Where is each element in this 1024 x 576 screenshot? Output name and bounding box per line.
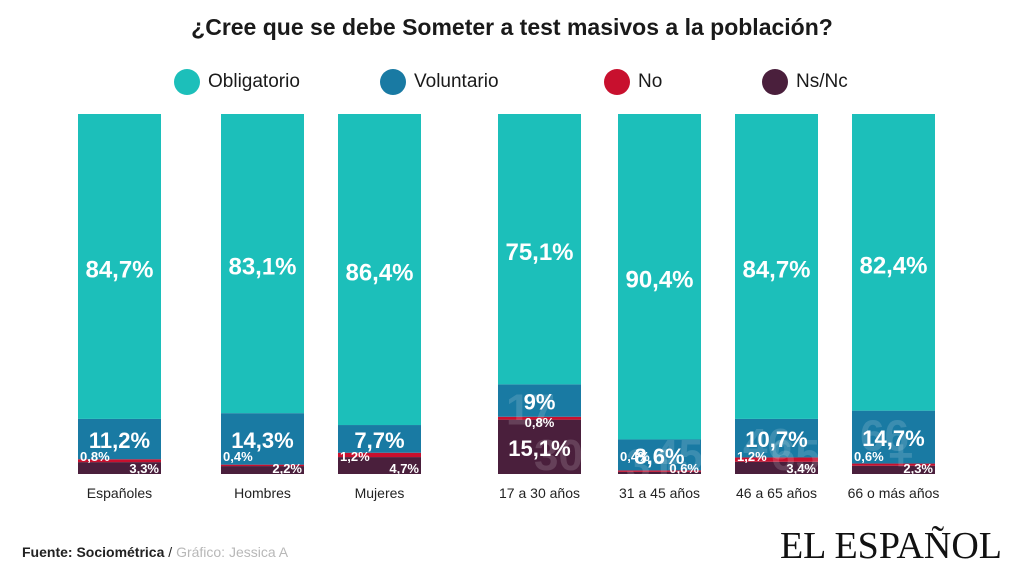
- bar-segment-nsnc-0: [78, 462, 161, 474]
- legend-swatch-nsnc: [762, 69, 788, 95]
- watermark-text: 46: [743, 420, 792, 469]
- legend-swatch-no: [604, 69, 630, 95]
- bar-segment-voluntario-1: [221, 413, 304, 465]
- data-label-nsnc: 0,6%: [669, 461, 699, 476]
- data-label-voluntario: 7,7%: [354, 428, 404, 453]
- bar-segment-nsnc-2: [338, 457, 421, 474]
- watermark-text: 65: [771, 431, 820, 480]
- bar-segment-no-5: [735, 457, 818, 462]
- bar-segment-nsnc-6: [852, 465, 935, 474]
- data-label-obligatorio: 84,7%: [85, 256, 153, 283]
- data-label-obligatorio: 86,4%: [345, 260, 413, 287]
- bar-segment-voluntario-3: [498, 384, 581, 417]
- bar-segment-voluntario-5: [735, 418, 818, 458]
- bar-segment-nsnc-5: [735, 461, 818, 474]
- bar-segment-obligatorio-5: [735, 114, 818, 419]
- data-label-no: 1,2%: [340, 449, 370, 464]
- data-label-obligatorio: 83,1%: [228, 254, 296, 281]
- data-label-nsnc: 2,3%: [903, 461, 933, 476]
- chart-title: ¿Cree que se debe Someter a test masivos…: [191, 14, 833, 40]
- category-label: 17 a 30 años: [499, 485, 580, 501]
- data-label-no: 0,4%: [620, 449, 650, 464]
- bar-segment-nsnc-3: [498, 419, 581, 474]
- watermark-text: 45: [654, 431, 703, 480]
- bar-segment-nsnc-4: [618, 471, 701, 474]
- legend-item-nsnc: Ns/Nc: [762, 69, 848, 95]
- watermark-text: +: [888, 431, 914, 480]
- legend-item-voluntario: Voluntario: [380, 69, 499, 95]
- watermark-text: 17: [506, 385, 555, 434]
- bar-segment-voluntario-6: [852, 410, 935, 464]
- legend-label: Ns/Nc: [796, 71, 848, 92]
- legend-item-obligatorio: Obligatorio: [174, 69, 300, 95]
- data-label-obligatorio: 75,1%: [505, 239, 573, 266]
- watermark-text: 30: [534, 431, 583, 480]
- legend-swatch-voluntario: [380, 69, 406, 95]
- legend-label: No: [638, 71, 663, 92]
- bar-segment-no-6: [852, 463, 935, 466]
- data-label-nsnc: 3,3%: [129, 461, 159, 476]
- separator: /: [168, 544, 173, 560]
- legend: Obligatorio Voluntario No Ns/Nc: [0, 0, 1024, 95]
- bar-segment-no-1: [221, 464, 304, 467]
- data-label-voluntario: 14,3%: [231, 428, 293, 453]
- bar-segment-no-0: [78, 459, 161, 463]
- category-label: 46 a 65 años: [736, 485, 817, 501]
- bar-segment-nsnc-1: [221, 466, 304, 474]
- data-label-obligatorio: 90,4%: [625, 267, 693, 294]
- data-label-voluntario: 8,6%: [634, 444, 684, 469]
- watermark-text: 66: [860, 412, 909, 461]
- brand-logo: EL ESPAÑOL: [779, 525, 1002, 567]
- bar-segment-no-3: [498, 416, 581, 420]
- bar-segment-no-2: [338, 452, 421, 458]
- category-label: Mujeres: [355, 485, 405, 501]
- data-label-voluntario: 9%: [524, 390, 556, 415]
- data-label-voluntario: 14,7%: [862, 426, 924, 451]
- data-label-no: 0,8%: [80, 449, 110, 464]
- watermark-text: 31: [626, 440, 675, 489]
- bar-segment-obligatorio-6: [852, 114, 935, 411]
- bar-segment-obligatorio-0: [78, 114, 161, 419]
- data-label-voluntario: 10,7%: [745, 427, 807, 452]
- category-label: 31 a 45 años: [619, 485, 700, 501]
- bar-segment-voluntario-2: [338, 425, 421, 453]
- category-label: 66 o más años: [848, 485, 940, 501]
- category-label: Hombres: [234, 485, 291, 501]
- data-label-nsnc: 3,4%: [786, 461, 816, 476]
- bar-segment-voluntario-0: [78, 418, 161, 460]
- source-note: Fuente: Sociométrica / Gráfico: Jessica …: [22, 544, 288, 560]
- data-label-no: 0,8%: [525, 415, 555, 430]
- data-label-nsnc: 15,1%: [508, 436, 570, 461]
- legend-label: Voluntario: [414, 71, 499, 92]
- legend-label: Obligatorio: [208, 71, 300, 92]
- source-name: Sociométrica: [76, 544, 165, 560]
- bar-segment-obligatorio-2: [338, 114, 421, 426]
- data-label-no: 1,2%: [737, 449, 767, 464]
- category-label: Españoles: [87, 485, 152, 501]
- data-label-obligatorio: 82,4%: [859, 252, 927, 279]
- data-label-nsnc: 4,7%: [389, 461, 419, 476]
- credit: Gráfico: Jessica A: [176, 544, 289, 560]
- bar-segment-obligatorio-4: [618, 114, 701, 440]
- legend-swatch-obligatorio: [174, 69, 200, 95]
- bar-segment-obligatorio-3: [498, 114, 581, 385]
- bar-segment-obligatorio-1: [221, 114, 304, 414]
- data-label-no: 0,6%: [854, 449, 884, 464]
- legend-item-no: No: [604, 69, 662, 95]
- data-label-voluntario: 11,2%: [89, 428, 150, 453]
- data-label-obligatorio: 84,7%: [742, 256, 810, 283]
- source-label: Fuente:: [22, 544, 73, 560]
- data-label-no: 0,4%: [223, 449, 253, 464]
- bar-segment-voluntario-4: [618, 439, 701, 471]
- bar-segment-no-4: [618, 470, 701, 472]
- data-label-nsnc: 2,2%: [272, 461, 302, 476]
